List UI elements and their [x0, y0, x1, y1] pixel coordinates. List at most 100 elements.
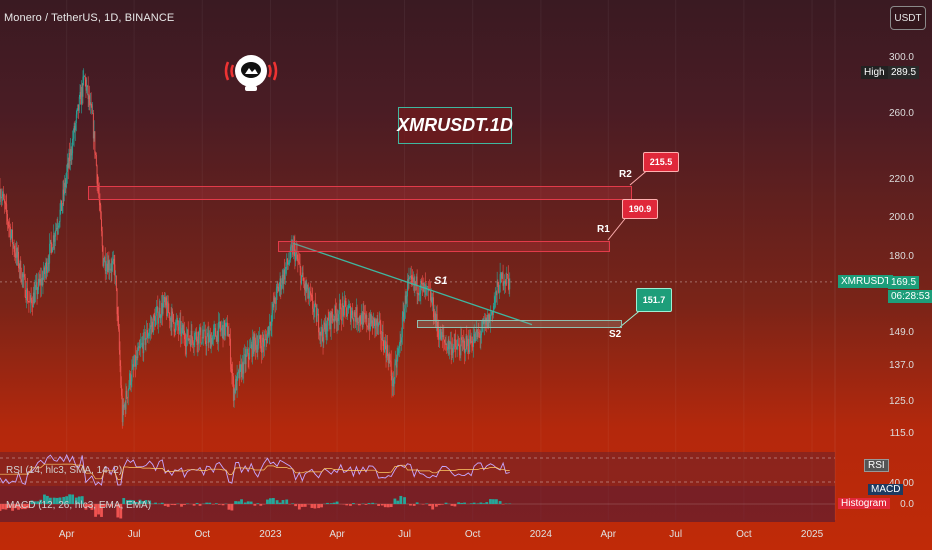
- macd-histogram-bar: [1, 504, 5, 510]
- candle-body: [478, 332, 480, 334]
- candle-body: [49, 243, 51, 264]
- last-price: 169.5: [888, 276, 920, 289]
- candle-body: [93, 131, 95, 139]
- candle-body: [415, 281, 417, 286]
- macd-histogram-bar: [122, 498, 126, 504]
- candle-body: [163, 296, 165, 304]
- candle-body: [81, 87, 82, 105]
- candle-body: [21, 279, 22, 283]
- candle-body: [472, 346, 474, 348]
- macd-histogram-bar: [256, 503, 260, 504]
- candle-body: [243, 355, 245, 374]
- candle-body: [348, 306, 350, 308]
- macd-histogram-bar: [281, 500, 285, 504]
- x-tick-label: Oct: [736, 529, 752, 540]
- macd-histogram-bar: [160, 502, 164, 504]
- candle-body: [447, 346, 448, 351]
- rsi-signal-line: [0, 463, 510, 480]
- candle-body: [33, 292, 35, 304]
- macd-histogram-bar: [128, 499, 132, 504]
- macd-histogram-bar: [17, 504, 20, 510]
- candle-body: [438, 330, 440, 340]
- candle-body: [356, 307, 358, 323]
- macd-histogram-bar: [97, 504, 100, 515]
- candle-body: [330, 312, 332, 330]
- candle-body: [270, 325, 272, 327]
- macd-histogram-bar: [48, 497, 52, 504]
- candle-body: [402, 312, 404, 317]
- candle-body: [463, 340, 465, 342]
- candle-body: [35, 282, 37, 285]
- candle-body: [206, 336, 208, 346]
- candle-body: [196, 339, 198, 346]
- macd-histogram-bar: [192, 504, 196, 506]
- candle-body: [474, 334, 476, 342]
- macd-histogram-bar: [43, 494, 46, 504]
- macd-histogram-bar: [4, 504, 8, 510]
- candle-body: [426, 286, 428, 288]
- candle-body: [354, 312, 356, 316]
- candle-body: [375, 320, 377, 326]
- candle-body: [424, 283, 426, 288]
- candle-body: [437, 326, 439, 331]
- candle-body: [430, 289, 431, 301]
- candle-body: [168, 312, 170, 314]
- candle-body: [53, 235, 55, 242]
- candle-body: [304, 282, 306, 290]
- candle-body: [372, 320, 374, 329]
- candle-body: [3, 194, 5, 200]
- candle-body: [98, 184, 99, 194]
- candle-body: [82, 76, 84, 97]
- candle-body: [99, 201, 101, 206]
- candle-body: [235, 379, 237, 391]
- candle-body: [78, 96, 80, 111]
- candle-body: [224, 320, 225, 336]
- candle-body: [42, 277, 44, 285]
- candle-body: [56, 228, 58, 229]
- candle-body: [198, 332, 200, 344]
- s2-price-callout: 151.7: [636, 288, 672, 312]
- candle-body: [360, 321, 362, 325]
- candle-body: [188, 338, 190, 341]
- s1-trendline: [293, 242, 533, 326]
- macd-histogram-bar: [246, 501, 250, 504]
- candle-body: [31, 300, 33, 306]
- candle-body: [47, 262, 49, 267]
- candle-body: [355, 315, 357, 322]
- candle-body: [342, 303, 344, 307]
- candle-body: [9, 226, 11, 228]
- candle-body: [355, 307, 357, 322]
- candle-body: [470, 335, 471, 344]
- candle-body: [307, 284, 308, 290]
- candle-body: [77, 104, 79, 110]
- candle-body: [507, 274, 508, 276]
- candle-body: [242, 362, 244, 374]
- candle-body: [451, 348, 453, 355]
- candle-body: [235, 379, 237, 393]
- rsi-label: RSI (14, hlc3, SMA, 14, 2): [6, 465, 123, 476]
- price-tick: 149.0: [888, 327, 914, 338]
- candle-body: [344, 300, 345, 316]
- x-tick-label: Apr: [58, 529, 75, 540]
- candle-body: [289, 259, 291, 263]
- candle-body: [224, 326, 226, 336]
- candle-body: [353, 312, 355, 322]
- candle-body: [154, 317, 156, 327]
- macd-histogram-bar: [109, 504, 113, 507]
- candle-body: [213, 328, 215, 331]
- candle-body: [124, 404, 125, 408]
- candle-body: [135, 356, 137, 367]
- candle-body: [156, 306, 158, 311]
- x-tick-label: 2024: [529, 529, 552, 540]
- candle-body: [287, 263, 289, 265]
- candle-body: [414, 281, 416, 286]
- candle-body: [392, 378, 394, 387]
- candle-body: [161, 302, 163, 314]
- candle-body: [129, 373, 131, 386]
- candle-body: [315, 305, 317, 322]
- candle-body: [276, 286, 278, 289]
- candle-body: [273, 297, 275, 308]
- macd-histogram-bar: [393, 498, 397, 504]
- currency-button[interactable]: USDT: [890, 6, 926, 30]
